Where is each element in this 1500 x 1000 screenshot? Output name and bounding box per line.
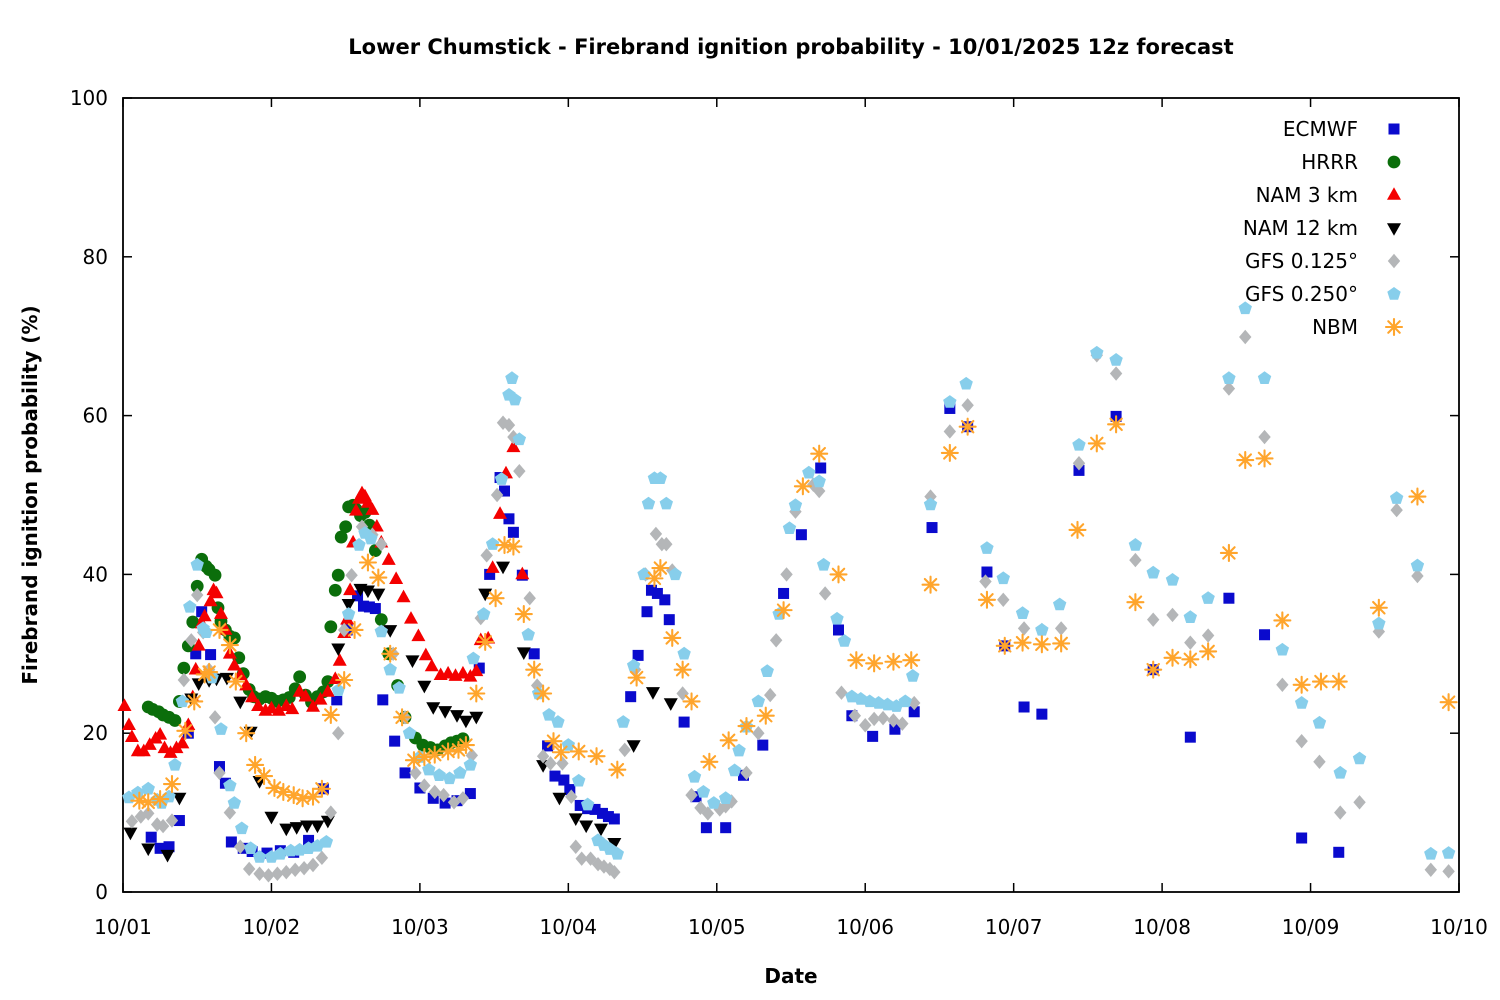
svg-text:10/06: 10/06 — [836, 915, 894, 939]
legend-item-gfs0250: GFS 0.250° — [1243, 277, 1408, 310]
ecmwf-square-icon — [1388, 123, 1400, 134]
legend-item-nbm: NBM — [1243, 310, 1408, 343]
gfs0250-pentagon-icon — [1387, 286, 1401, 300]
svg-text:10/02: 10/02 — [243, 915, 301, 939]
svg-text:10/08: 10/08 — [1133, 915, 1191, 939]
legend-item-gfs0125: GFS 0.125° — [1243, 244, 1408, 277]
series-NBM — [130, 415, 1458, 812]
legend-item-hrrr: HRRR — [1243, 145, 1408, 178]
svg-text:10/05: 10/05 — [688, 915, 746, 939]
series-NAM 3 km — [117, 439, 530, 758]
series-GFS 0.250° — [122, 301, 1456, 863]
legend-label-nam12km: NAM 12 km — [1242, 215, 1358, 240]
x-axis-title: Date — [764, 964, 818, 988]
series-ECMWF — [145, 402, 1345, 859]
legend-label-gfs0125: GFS 0.125° — [1245, 248, 1358, 273]
legend-item-nam3km: NAM 3 km — [1243, 178, 1408, 211]
svg-text:10/09: 10/09 — [1282, 915, 1340, 939]
legend-item-nam12km: NAM 12 km — [1243, 211, 1408, 244]
svg-text:10/07: 10/07 — [985, 915, 1043, 939]
y-axis-title: Firebrand ignition probability (%) — [18, 305, 42, 685]
svg-text:80: 80 — [83, 245, 108, 269]
hrrr-circle-icon — [1387, 155, 1401, 168]
svg-text:10/01: 10/01 — [94, 915, 152, 939]
legend-item-ecmwf: ECMWF — [1243, 112, 1408, 145]
svg-text:100: 100 — [70, 86, 108, 110]
nam3km-triangle-up-icon — [1387, 186, 1401, 200]
chart-title: Lower Chumstick - Firebrand ignition pro… — [348, 35, 1234, 59]
legend: ECMWF HRRR NAM 3 km NAM 12 km GFS 0.125°… — [1243, 112, 1408, 343]
legend-label-nbm: NBM — [1312, 314, 1358, 339]
svg-text:10/10: 10/10 — [1430, 915, 1488, 939]
nam12km-triangle-down-icon — [1387, 222, 1401, 236]
legend-label-gfs0250: GFS 0.250° — [1245, 281, 1358, 306]
nbm-asterisk-icon — [1384, 317, 1404, 336]
gfs0125-diamond-icon — [1387, 253, 1401, 268]
svg-text:60: 60 — [83, 404, 108, 428]
legend-label-nam3km: NAM 3 km — [1255, 182, 1358, 207]
svg-text:10/04: 10/04 — [540, 915, 598, 939]
svg-text:40: 40 — [83, 562, 108, 586]
svg-text:20: 20 — [83, 721, 108, 745]
svg-text:0: 0 — [95, 880, 108, 904]
series-HRRR — [141, 498, 470, 757]
svg-text:10/03: 10/03 — [391, 915, 449, 939]
legend-label-hrrr: HRRR — [1301, 149, 1358, 174]
legend-label-ecmwf: ECMWF — [1282, 116, 1358, 141]
series-NAM 12 km — [123, 561, 678, 863]
series-GFS 0.125° — [125, 329, 1455, 883]
